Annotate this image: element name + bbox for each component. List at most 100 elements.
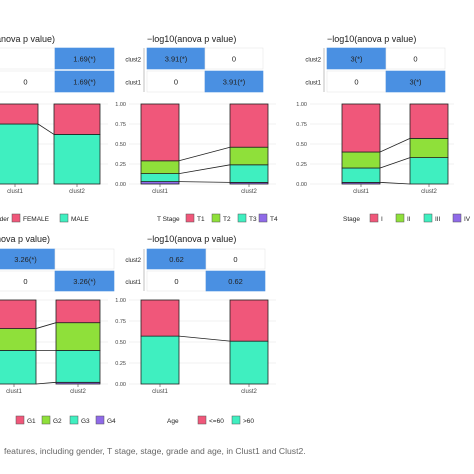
grade-flow-line [35,322,57,329]
age-matrix-value: 0.62 [228,277,243,286]
tstage-legend-key [211,213,221,223]
tstage-ytick-label: 0.25 [115,162,126,168]
age-flow-line [178,335,231,342]
tstage-matrix-value: 3.91(*) [165,55,188,64]
grade-legend-label: G2 [53,418,62,425]
gender-legend-key [11,213,21,223]
stage-bar-segment-i [341,103,381,153]
stage-legend-label: III [435,216,441,223]
tstage-legend-label: T3 [249,216,257,223]
gender-xtick-label: clust2 [69,189,85,195]
gender-legend-label: FEMALE [23,216,50,223]
tstage-bar-segment-t3 [140,173,180,183]
gender-title: anova p value) [0,34,55,44]
stage-legend-label: IV [464,216,471,223]
stage-matrix-value: 3(*) [350,55,363,64]
age-ytick-label: 0.00 [115,382,126,388]
tstage-matrix-value: 3.91(*) [223,78,246,87]
stage-xtick-label: clust2 [421,189,437,195]
stage-flow-line [379,182,411,185]
grade-legend-key [15,415,25,425]
tstage-xtick-label: clust2 [241,189,257,195]
grade-flow-line [35,381,57,385]
age-xtick-label: clust1 [152,389,168,395]
grade-bar-segment-g3 [55,349,101,383]
stage-matrix-cell [385,70,446,93]
gender-xtick-label: clust1 [7,189,23,195]
age-ytick-label: 1.00 [115,298,126,304]
tstage-legend-label: T1 [197,216,205,223]
gender-legend-key [59,213,69,223]
stage-matrix-cell [385,47,446,70]
grade-legend-key [95,415,105,425]
grade-legend-key [41,415,51,425]
stage-bar-segment-ii [409,137,449,158]
figure-caption: features, including gender, T stage, sta… [4,446,306,456]
stage-legend-label: I [381,216,383,223]
gender-bar-segment-male [0,123,39,185]
tstage-legend-label: T2 [223,216,231,223]
gender-bar-segment-male [53,133,101,185]
grade-matrix-cell [54,270,115,292]
stage-legend-key [423,213,433,223]
age-bar-segment-60 [140,335,180,385]
stage-flow-line [379,157,411,169]
stage-legend-label: II [407,216,411,223]
stage-matrix-value: 3(*) [409,78,422,87]
tstage-bar-segment-t2 [229,146,269,166]
tstage-bar-segment-t3 [229,164,269,183]
grade-matrix-value: 3.26(*) [14,255,37,264]
stage-bar-segment-ii [341,151,381,169]
grade-legend-label: G3 [81,418,90,425]
gender-matrix-value: 1.69(*) [73,55,96,64]
stage-legend-key [369,213,379,223]
age-ytick-label: 0.25 [115,361,126,367]
tstage-legend-key [185,213,195,223]
grade-bar-segment-g3 [0,349,37,385]
stage-flow-line [379,138,411,153]
tstage-flow-line [178,146,231,162]
age-matrix-value: 0.62 [169,255,184,264]
grade-matrix-cell [54,248,115,270]
tstage-flow-line [178,164,231,174]
stage-ytick-label: 0.00 [296,182,307,188]
gender-matrix-cell [54,47,115,70]
grade-bar-segment-g1 [55,299,101,324]
tstage-matrix-cell [204,47,264,70]
stage-legend-key [395,213,405,223]
tstage-matrix-row-label: clust1 [125,81,141,87]
tstage-ytick-label: 0.50 [115,142,126,148]
grade-legend-label: G1 [27,418,36,425]
grade-matrix-value: 3.26(*) [73,277,96,286]
age-title: −log10(anova p value) [147,234,236,244]
stage-ytick-label: 0.75 [296,122,307,128]
age-xtick-label: clust2 [241,389,257,395]
gender-bar-segment-female [0,103,39,125]
age-matrix-cell [205,270,266,292]
stage-ytick-label: 0.25 [296,162,307,168]
age-bar-segment-60 [140,299,180,337]
tstage-matrix-cell [204,70,264,93]
gender-matrix-cell [0,47,56,70]
stage-matrix-value: 0 [413,55,417,64]
stage-ytick-label: 0.50 [296,142,307,148]
grade-bar-segment-g1 [0,299,37,329]
stage-bar-segment-iii [409,157,449,185]
age-ytick-label: 0.50 [115,340,126,346]
age-legend-key [197,415,207,425]
age-ytick-label: 0.75 [115,319,126,325]
tstage-legend-key [237,213,247,223]
grade-bar-segment-g2 [0,328,37,351]
gender-legend-label: MALE [71,216,89,223]
tstage-matrix-value: 0 [174,78,178,87]
age-bar-segment-60 [229,299,269,342]
stage-legend-key [452,213,462,223]
tstage-legend-title: T Stage [157,216,180,223]
stage-bar-segment-i [409,103,449,139]
tstage-legend-label: T4 [270,216,278,223]
age-bar-segment-60 [229,340,269,385]
grade-legend-label: G4 [107,418,116,425]
tstage-title: −log10(anova p value) [147,34,236,44]
gender-matrix-value: 0 [23,78,27,87]
